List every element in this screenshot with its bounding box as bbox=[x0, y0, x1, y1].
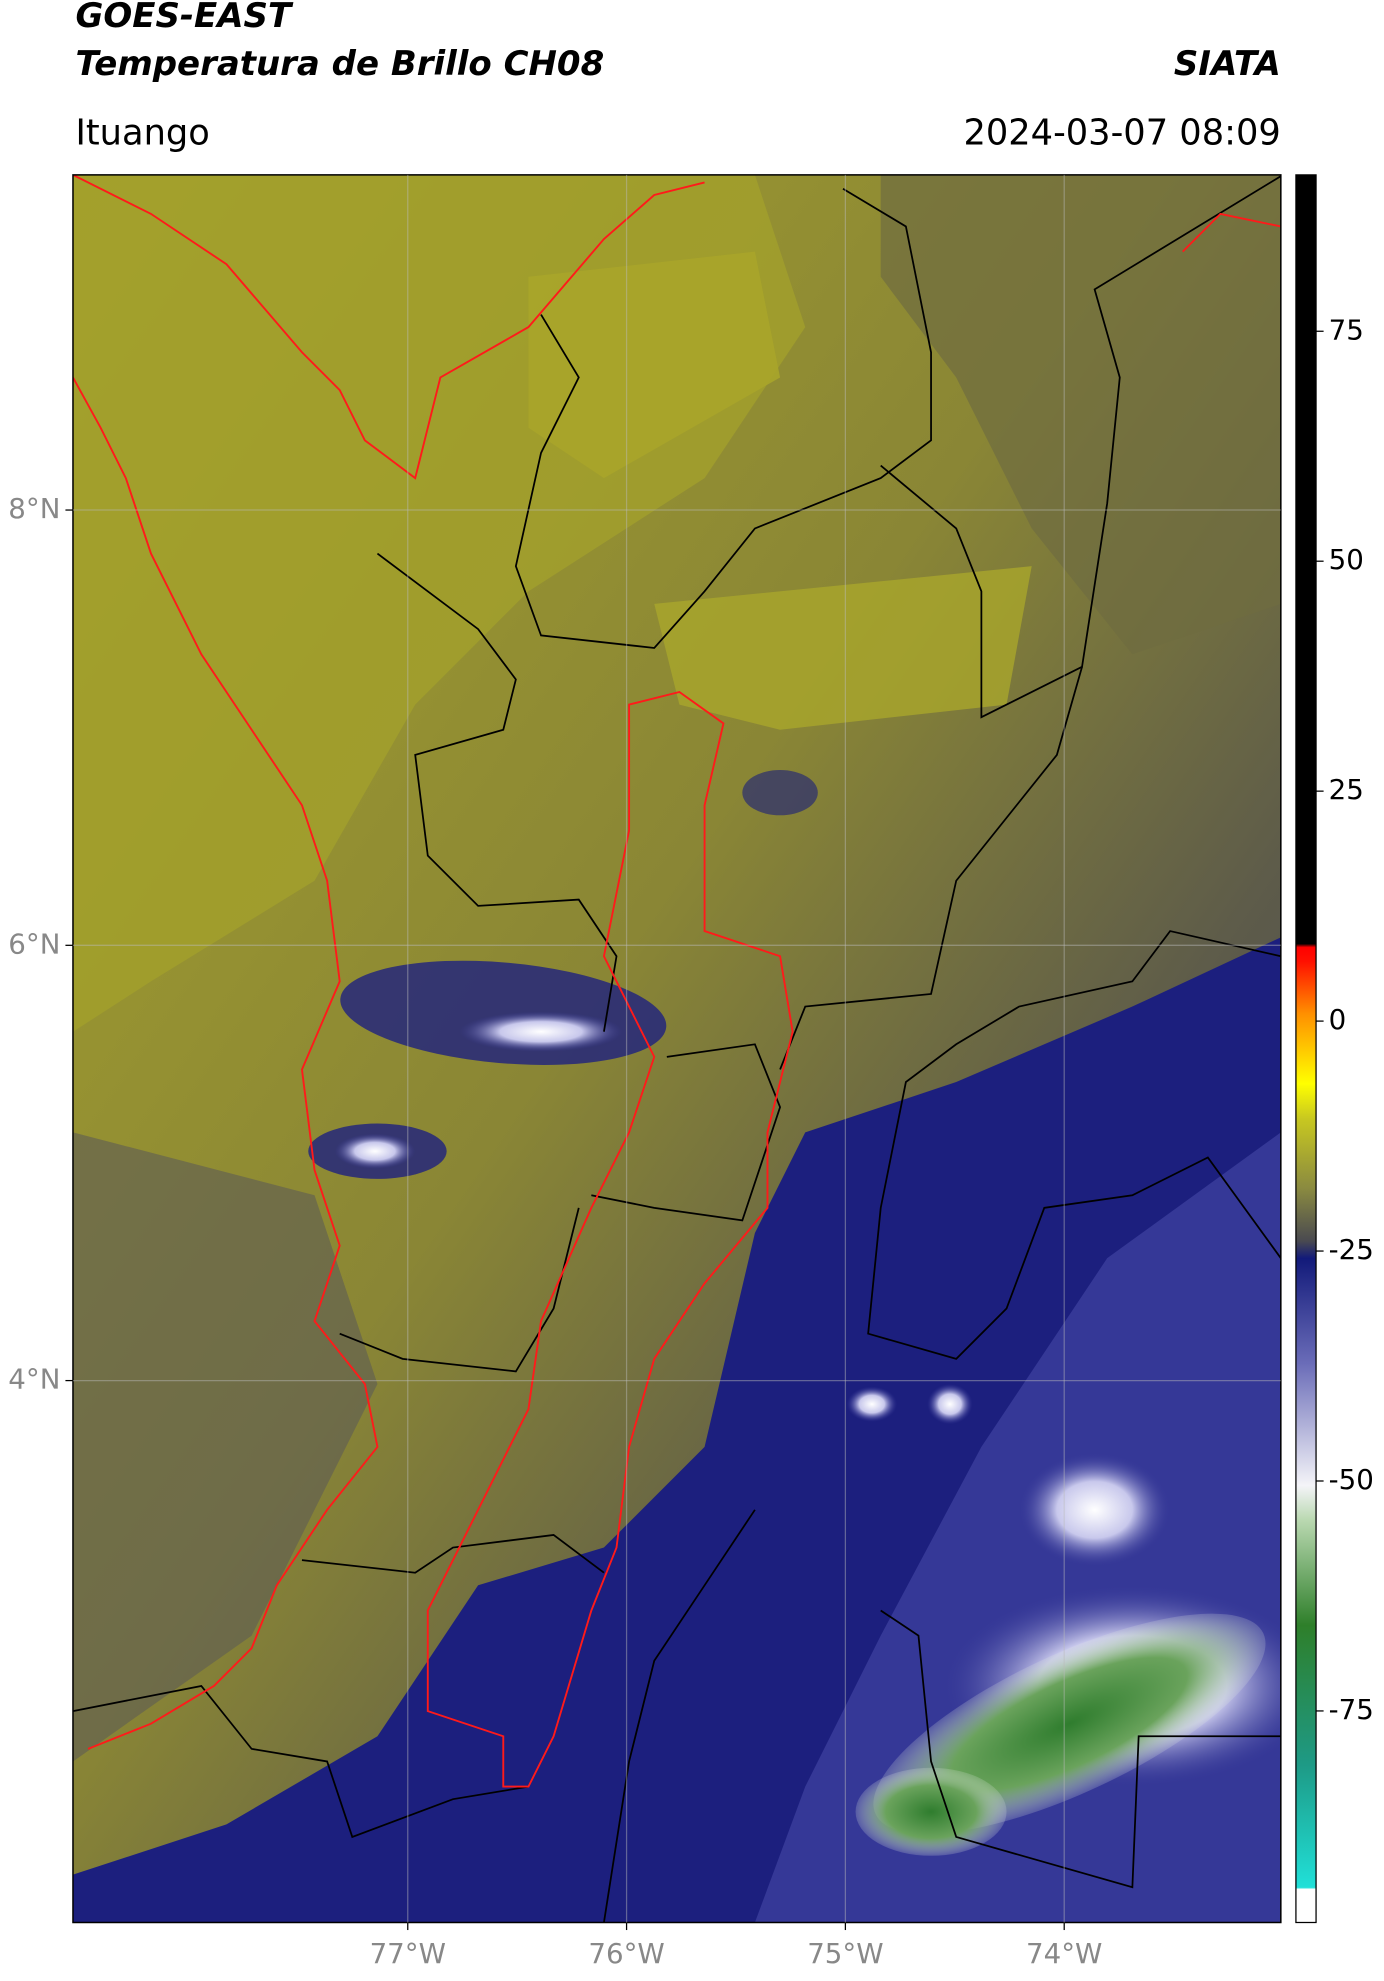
subtitle: Temperatura de Brillo CH08 bbox=[75, 44, 604, 84]
timestamp: 2024-03-07 08:09 bbox=[963, 113, 1280, 154]
colorbar-tick-label: -25 bbox=[1329, 1233, 1374, 1266]
satellite-image bbox=[72, 174, 1281, 1923]
colorbar bbox=[1295, 174, 1317, 1924]
colorbar-tick-label: 25 bbox=[1329, 773, 1364, 806]
title: GOES-EAST bbox=[75, 0, 293, 36]
location: Ituango bbox=[75, 113, 209, 154]
graticule bbox=[65, 174, 1281, 1931]
x-tick-label: 77°W bbox=[370, 1937, 446, 1970]
x-tick-label: 75°W bbox=[807, 1937, 883, 1970]
source: SIATA bbox=[1174, 44, 1281, 84]
x-tick-label: 76°W bbox=[588, 1937, 664, 1970]
colorbar-tick-label: -50 bbox=[1329, 1463, 1374, 1496]
y-tick-label: 4°N bbox=[8, 1363, 60, 1396]
colorbar-tick-label: 75 bbox=[1329, 313, 1364, 346]
colorbar-tick-label: 50 bbox=[1329, 543, 1364, 576]
colorbar-tick-label: 0 bbox=[1329, 1003, 1347, 1036]
x-tick-label: 74°W bbox=[1026, 1937, 1102, 1970]
y-tick-label: 8°N bbox=[8, 492, 60, 525]
y-tick-label: 6°N bbox=[8, 927, 60, 960]
map-frame bbox=[72, 174, 1282, 1924]
colorbar-tick-label: -75 bbox=[1329, 1693, 1374, 1726]
tick-labels: 77°W 76°W 75°W 74°W 8°N 6°N 4°N 75 50 25 0 -25 -50 -7… bbox=[8, 313, 1374, 1970]
